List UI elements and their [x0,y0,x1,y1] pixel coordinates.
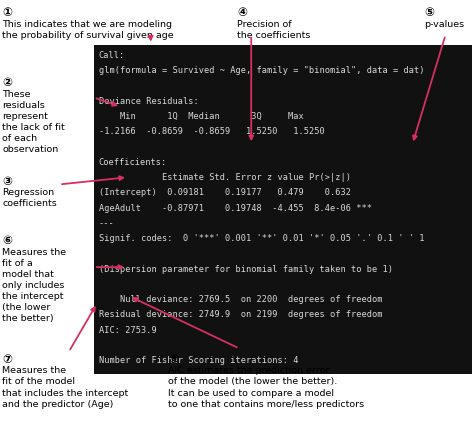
Text: Deviance Residuals:: Deviance Residuals: [99,97,198,106]
Text: ②: ② [2,76,12,89]
Text: (Intercept)  0.09181    0.19177   0.479    0.632: (Intercept) 0.09181 0.19177 0.479 0.632 [99,188,351,197]
Text: ④: ④ [237,6,247,20]
Text: Coefficients:: Coefficients: [99,158,167,167]
Text: ⑤: ⑤ [424,6,434,20]
Text: ⑦: ⑦ [2,353,12,366]
Text: Call:: Call: [99,51,125,60]
Text: Signif. codes:  0 '***' 0.001 '**' 0.01 '*' 0.05 '.' 0.1 ' ' 1: Signif. codes: 0 '***' 0.001 '**' 0.01 '… [99,234,424,243]
Text: AIC estimates the prediction error
of the model (the lower the better).
It can b: AIC estimates the prediction error of th… [168,366,365,409]
Text: ⑧: ⑧ [168,353,178,366]
Text: These
residuals
represent
the lack of fit
of each
observation: These residuals represent the lack of fi… [2,90,65,154]
Text: ③: ③ [2,175,12,188]
Text: Measures the
fit of a
model that
only includes
the intercept
(the lower
the bett: Measures the fit of a model that only in… [2,248,66,323]
Text: Min      1Q  Median      3Q     Max: Min 1Q Median 3Q Max [99,112,303,121]
Text: glm(formula = Survived ~ Age, family = "binomial", data = dat): glm(formula = Survived ~ Age, family = "… [99,66,424,75]
Text: (Dispersion parameter for binomial family taken to be 1): (Dispersion parameter for binomial famil… [99,265,392,273]
Text: Number of Fisher Scoring iterations: 4: Number of Fisher Scoring iterations: 4 [99,356,298,365]
Text: Residual deviance: 2749.9  on 2199  degrees of freedom: Residual deviance: 2749.9 on 2199 degree… [99,310,382,319]
Text: Estimate Std. Error z value Pr(>|z|): Estimate Std. Error z value Pr(>|z|) [99,173,351,182]
Text: Regression
coefficients: Regression coefficients [2,188,57,208]
Text: Precision of
the coefficients: Precision of the coefficients [237,20,310,40]
Text: AIC: 2753.9: AIC: 2753.9 [99,326,156,335]
Bar [94,45,472,374]
Text: p-values: p-values [424,20,465,29]
Text: Measures the
fit of the model
that includes the intercept
and the predictor (Age: Measures the fit of the model that inclu… [2,366,128,409]
Text: Null deviance: 2769.5  on 2200  degrees of freedom: Null deviance: 2769.5 on 2200 degrees of… [99,295,382,304]
Text: -1.2166  -0.8659  -0.8659   1.5250   1.5250: -1.2166 -0.8659 -0.8659 1.5250 1.5250 [99,127,324,136]
Text: ---: --- [99,219,114,228]
Text: ①: ① [2,6,12,20]
Text: ⑥: ⑥ [2,234,12,247]
Text: This indicates that we are modeling
the probability of survival given age: This indicates that we are modeling the … [2,20,174,40]
Text: AgeAdult    -0.87971    0.19748  -4.455  8.4e-06 ***: AgeAdult -0.87971 0.19748 -4.455 8.4e-06… [99,204,372,212]
